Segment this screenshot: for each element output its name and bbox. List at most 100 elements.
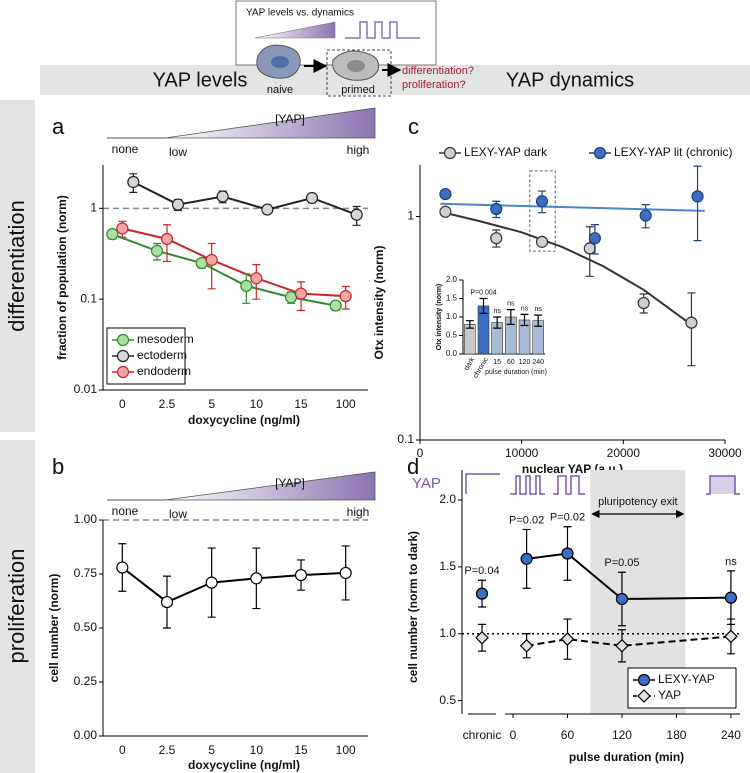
y-axis-label: cell number (norm to dark) <box>406 531 420 683</box>
marker <box>250 572 263 585</box>
marker <box>350 208 363 221</box>
pulse-label: YAP <box>412 475 441 492</box>
marker <box>561 547 574 560</box>
legend-label: LEXY-YAP <box>658 672 715 686</box>
series-line <box>526 635 732 647</box>
x-tick-label: 0 <box>417 446 424 460</box>
nucleus <box>347 60 365 72</box>
gradient-label: high <box>347 143 370 157</box>
gradient-label: none <box>112 504 139 518</box>
error-bar <box>520 313 529 327</box>
marker <box>583 242 596 255</box>
y-tick-label: 0.1 <box>80 291 97 305</box>
marker <box>160 232 174 246</box>
x-tick-label: 10 <box>250 397 264 411</box>
y-tick-label: 1 <box>407 209 414 223</box>
marker <box>560 632 575 646</box>
y-tick-label: 1.0 <box>439 626 456 640</box>
marker <box>439 205 452 218</box>
gradient-label: low <box>169 145 187 159</box>
marker <box>535 235 549 248</box>
marker <box>195 256 208 270</box>
x-tick-label: 120 <box>519 359 531 366</box>
x-tick-label: 60 <box>561 728 575 742</box>
marker <box>305 191 319 205</box>
marker <box>216 190 229 203</box>
marker <box>150 244 164 257</box>
y-tick-label: 1.5 <box>439 559 456 573</box>
error-bar <box>506 309 515 325</box>
marker <box>490 232 503 245</box>
marker <box>261 203 274 216</box>
x-axis-label: pulse duration (min) <box>485 369 547 376</box>
error-bar <box>693 165 702 242</box>
x-tick-label: 20000 <box>607 446 641 460</box>
schematic-wedge <box>254 21 336 39</box>
row-band <box>0 440 35 773</box>
error-bar <box>534 314 543 327</box>
y-axis-label: Otx intensity (norm) <box>436 284 443 351</box>
x-tick-label: 240 <box>721 728 741 742</box>
marker <box>519 638 534 653</box>
marker <box>339 566 352 580</box>
marker <box>639 209 652 222</box>
marker <box>724 629 738 644</box>
y-tick-label: 2.0 <box>439 492 456 506</box>
row-band <box>0 100 35 432</box>
gradient-wedge <box>164 107 376 139</box>
x-axis-label: doxycycline (ng/ml) <box>188 758 300 772</box>
y-tick-label: 0.50 <box>74 620 98 634</box>
gradient-wedge <box>164 471 376 501</box>
x-tick-label: 180 <box>666 728 686 742</box>
bar <box>464 324 476 355</box>
x-tick-label: 30000 <box>708 446 742 460</box>
marker <box>615 592 629 606</box>
error-bar <box>493 316 502 329</box>
annotation: P=0.02 <box>550 512 585 524</box>
legend-marker <box>637 673 651 687</box>
row-title: differentiation <box>4 200 29 332</box>
legend-label: LEXY-YAP dark <box>464 145 548 159</box>
marker <box>284 291 298 304</box>
x-axis-label: pulse duration (min) <box>569 750 684 764</box>
series-line <box>122 227 346 298</box>
x-tick-label: 5 <box>208 397 215 411</box>
marker <box>475 587 489 600</box>
marker <box>691 190 704 203</box>
x-tick-label: 0 <box>510 728 517 742</box>
legend-marker <box>637 689 651 703</box>
error-bar <box>207 242 216 290</box>
x-tick-label: 5 <box>208 743 215 757</box>
y-tick-label: 0.25 <box>74 674 98 688</box>
marker <box>240 279 253 292</box>
legend-label: mesoderm <box>137 332 194 346</box>
y-axis-label: fraction of population (norm) <box>55 195 69 360</box>
y-tick-label: 1 <box>90 201 97 215</box>
column-title: YAP dynamics <box>506 69 634 91</box>
gradient-title: [YAP] <box>275 476 305 490</box>
error-bar <box>479 297 488 314</box>
annotation: ns <box>493 308 501 315</box>
fit-line <box>440 202 705 212</box>
legend-marker <box>116 333 130 347</box>
y-tick-label: 1.00 <box>74 512 98 526</box>
panel-letter: b <box>52 454 64 479</box>
x-tick-label: chronic <box>463 728 502 742</box>
x-tick-label: 0 <box>119 397 126 411</box>
panel-letter: d <box>407 454 419 479</box>
cell-label: primed <box>341 84 375 96</box>
panel-letter: c <box>408 114 419 139</box>
outcome: proliferation? <box>402 79 466 91</box>
x-tick-label: 2.5 <box>159 743 176 757</box>
annotation: P=0.04 <box>464 565 499 577</box>
marker <box>116 222 129 235</box>
y-tick-label: 0.75 <box>74 566 98 580</box>
x-tick-label: 10000 <box>505 446 539 460</box>
legend-label: YAP <box>658 688 681 702</box>
y-tick-label: 1.0 <box>446 312 458 321</box>
marker <box>329 299 342 312</box>
x-tick-label: 15 <box>294 743 308 757</box>
marker <box>250 272 263 285</box>
annotation: ns <box>534 306 542 313</box>
